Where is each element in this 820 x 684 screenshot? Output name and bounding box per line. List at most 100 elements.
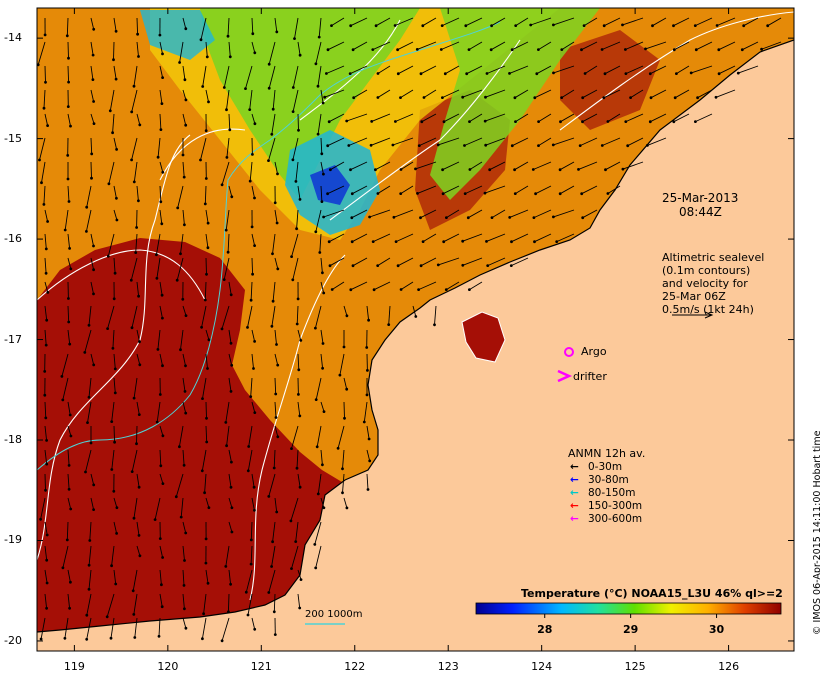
velocity-arrow-head bbox=[179, 348, 182, 351]
velocity-arrow-head bbox=[161, 53, 164, 56]
velocity-arrow-head bbox=[92, 54, 95, 57]
velocity-arrow-head bbox=[200, 38, 203, 41]
velocity-arrow-head bbox=[207, 101, 210, 104]
velocity-arrow-head bbox=[108, 182, 111, 185]
velocity-arrow-head bbox=[203, 491, 206, 494]
velocity-arrow-head bbox=[393, 216, 396, 219]
velocity-arrow-head bbox=[45, 272, 48, 275]
velocity-arrow-head bbox=[417, 288, 420, 291]
velocity-arrow-head bbox=[230, 293, 233, 296]
velocity-arrow-head bbox=[184, 124, 187, 127]
anmn-legend-label: 30-80m bbox=[588, 474, 629, 486]
velocity-arrow-head bbox=[537, 48, 540, 51]
velocity-arrow-head bbox=[422, 240, 425, 243]
velocity-arrow bbox=[114, 426, 115, 442]
velocity-arrow-head bbox=[67, 57, 70, 60]
velocity-arrow-head bbox=[533, 96, 536, 99]
altimetry-note-2: (0.1m contours) bbox=[662, 264, 750, 277]
velocity-arrow-head bbox=[314, 230, 317, 233]
velocity-arrow-head bbox=[135, 442, 138, 445]
velocity-arrow-head bbox=[162, 434, 165, 437]
velocity-arrow-head bbox=[138, 340, 141, 343]
velocity-arrow-head bbox=[274, 393, 277, 396]
velocity-arrow-head bbox=[464, 192, 467, 195]
velocity-arrow-head bbox=[45, 344, 48, 347]
lon-tick-label: 121 bbox=[251, 660, 272, 673]
velocity-arrow-head bbox=[184, 412, 187, 415]
velocity-arrow-head bbox=[351, 240, 354, 243]
velocity-arrow-head bbox=[158, 635, 161, 638]
velocity-arrow-head bbox=[674, 96, 677, 99]
velocity-arrow-head bbox=[329, 168, 332, 171]
velocity-arrow bbox=[344, 402, 345, 418]
velocity-arrow-head bbox=[467, 216, 470, 219]
arrow-left-icon: ← bbox=[570, 474, 588, 486]
velocity-arrow-head bbox=[387, 323, 390, 326]
velocity-arrow-head bbox=[607, 192, 610, 195]
velocity-arrow-head bbox=[223, 86, 226, 89]
velocity-arrow-head bbox=[349, 24, 352, 27]
velocity-arrow-head bbox=[224, 421, 227, 424]
velocity-arrow-head bbox=[69, 508, 72, 511]
colorbar-title: Temperature (°C) NOAA15_L3U 46% ql>=2 bbox=[521, 587, 783, 600]
anmn-legend-title: ANMN 12h av. bbox=[568, 447, 645, 460]
velocity-arrow-head bbox=[184, 390, 187, 393]
altimetry-note-4: 25-Mar 06Z bbox=[662, 290, 726, 303]
velocity-arrow-head bbox=[529, 24, 532, 27]
velocity-arrow-head bbox=[440, 48, 443, 51]
velocity-arrow-head bbox=[717, 48, 720, 51]
velocity-arrow-head bbox=[253, 509, 256, 512]
anmn-legend-item: ←300-600m bbox=[570, 513, 642, 525]
velocity-arrow-head bbox=[290, 567, 293, 570]
velocity-arrow-head bbox=[469, 168, 472, 171]
velocity-arrow-head bbox=[115, 197, 118, 200]
velocity-arrow-head bbox=[250, 299, 253, 302]
velocity-arrow-head bbox=[349, 288, 352, 291]
velocity-arrow-head bbox=[67, 81, 70, 84]
velocity-arrow-head bbox=[43, 203, 46, 206]
velocity-arrow-head bbox=[367, 488, 370, 491]
image-time: 08:44Z bbox=[679, 206, 722, 219]
velocity-arrow-head bbox=[61, 375, 64, 378]
velocity-arrow-head bbox=[329, 264, 332, 267]
lat-tick-label: -19 bbox=[4, 533, 22, 546]
image-date: 25-Mar-2013 bbox=[662, 192, 738, 205]
velocity-arrow-head bbox=[69, 414, 72, 417]
velocity-arrow-head bbox=[716, 24, 719, 27]
velocity-arrow-head bbox=[322, 173, 325, 176]
velocity-arrow-head bbox=[178, 445, 181, 448]
velocity-arrow-head bbox=[253, 411, 256, 414]
velocity-arrow-head bbox=[201, 637, 204, 640]
velocity-arrow-head bbox=[510, 240, 513, 243]
lon-tick-label: 122 bbox=[344, 660, 365, 673]
velocity-arrow-head bbox=[296, 467, 299, 470]
velocity-arrow-head bbox=[183, 223, 186, 226]
velocity-arrow-head bbox=[437, 144, 440, 147]
velocity-arrow-head bbox=[514, 96, 517, 99]
velocity-arrow-head bbox=[137, 199, 140, 202]
velocity-arrow-head bbox=[486, 72, 489, 75]
velocity-arrow-head bbox=[183, 584, 186, 587]
velocity-arrow-head bbox=[276, 435, 279, 438]
velocity-arrow-head bbox=[206, 367, 209, 370]
velocity-arrow-head bbox=[318, 251, 321, 254]
velocity-arrow-head bbox=[221, 328, 224, 331]
velocity-arrow-head bbox=[690, 72, 693, 75]
velocity-arrow-head bbox=[290, 255, 293, 258]
velocity-arrow-head bbox=[46, 534, 49, 537]
velocity-arrow-head bbox=[130, 159, 133, 162]
velocity-arrow-head bbox=[115, 30, 118, 33]
velocity-arrow-head bbox=[273, 467, 276, 470]
velocity-arrow-head bbox=[694, 24, 697, 27]
velocity-arrow-head bbox=[68, 247, 71, 250]
velocity-arrow-head bbox=[533, 240, 536, 243]
velocity-arrow-head bbox=[584, 72, 587, 75]
velocity-arrow-head bbox=[159, 537, 162, 540]
velocity-arrow-head bbox=[624, 120, 627, 123]
velocity-arrow-head bbox=[397, 72, 400, 75]
velocity-arrow-head bbox=[299, 486, 302, 489]
velocity-arrow-head bbox=[322, 292, 325, 295]
velocity-arrow-head bbox=[231, 531, 234, 534]
velocity-arrow-head bbox=[229, 583, 232, 586]
